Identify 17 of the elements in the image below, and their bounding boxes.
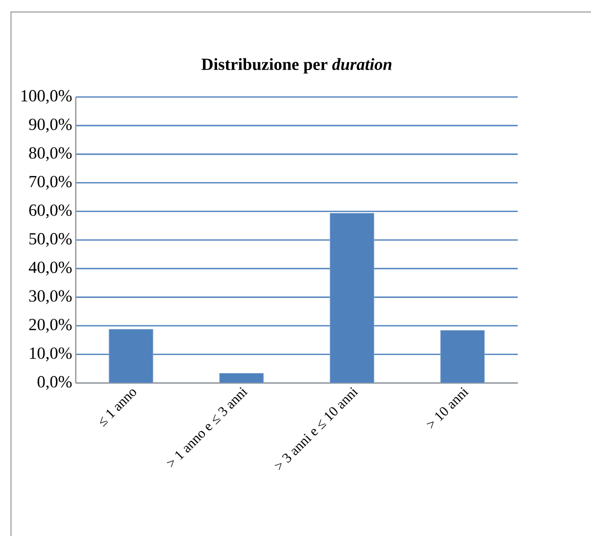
bar bbox=[220, 373, 264, 383]
y-tick-label: 10,0% bbox=[30, 347, 72, 362]
y-tick-label: 0,0% bbox=[38, 376, 72, 390]
y-tick-label: 70,0% bbox=[30, 176, 72, 190]
y-tick-label: 80,0% bbox=[29, 147, 72, 162]
y-tick-label: 100,0% bbox=[22, 90, 72, 104]
y-tick-label: 30,0% bbox=[29, 290, 72, 304]
y-tick-label: 90,0% bbox=[29, 118, 72, 133]
x-tick-label: > 3 anni e ≤ 10 anni bbox=[274, 387, 358, 470]
chart-title: Distribuzione per duration bbox=[202, 58, 392, 74]
x-tick-label: > 1 anno e ≤ 3 anni bbox=[166, 387, 248, 468]
y-tick-label: 50,0% bbox=[29, 233, 72, 247]
y-tick-label: 40,0% bbox=[28, 262, 72, 276]
y-tick-label: 20,0% bbox=[29, 318, 72, 333]
y-tick-label: 60,0% bbox=[29, 204, 72, 218]
x-tick-label: > 10 anni bbox=[426, 387, 469, 429]
x-tick-label: ≤ 1 anno bbox=[100, 389, 136, 427]
